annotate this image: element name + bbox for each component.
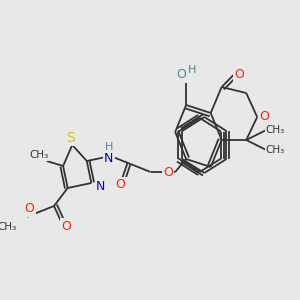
Text: S: S bbox=[66, 131, 75, 145]
Text: N: N bbox=[104, 152, 113, 164]
Text: H: H bbox=[188, 65, 197, 75]
Text: O: O bbox=[25, 202, 34, 215]
Text: O: O bbox=[163, 166, 173, 178]
Text: CH₃: CH₃ bbox=[0, 222, 16, 232]
Text: O: O bbox=[177, 68, 187, 82]
Text: N: N bbox=[96, 179, 105, 193]
Text: H: H bbox=[104, 142, 113, 152]
Text: CH₃: CH₃ bbox=[266, 145, 285, 155]
Text: O: O bbox=[260, 110, 269, 124]
Text: CH₃: CH₃ bbox=[29, 150, 48, 160]
Text: O: O bbox=[116, 178, 125, 191]
Text: O: O bbox=[61, 220, 71, 232]
Text: O: O bbox=[234, 68, 244, 82]
Text: CH₃: CH₃ bbox=[266, 125, 285, 135]
